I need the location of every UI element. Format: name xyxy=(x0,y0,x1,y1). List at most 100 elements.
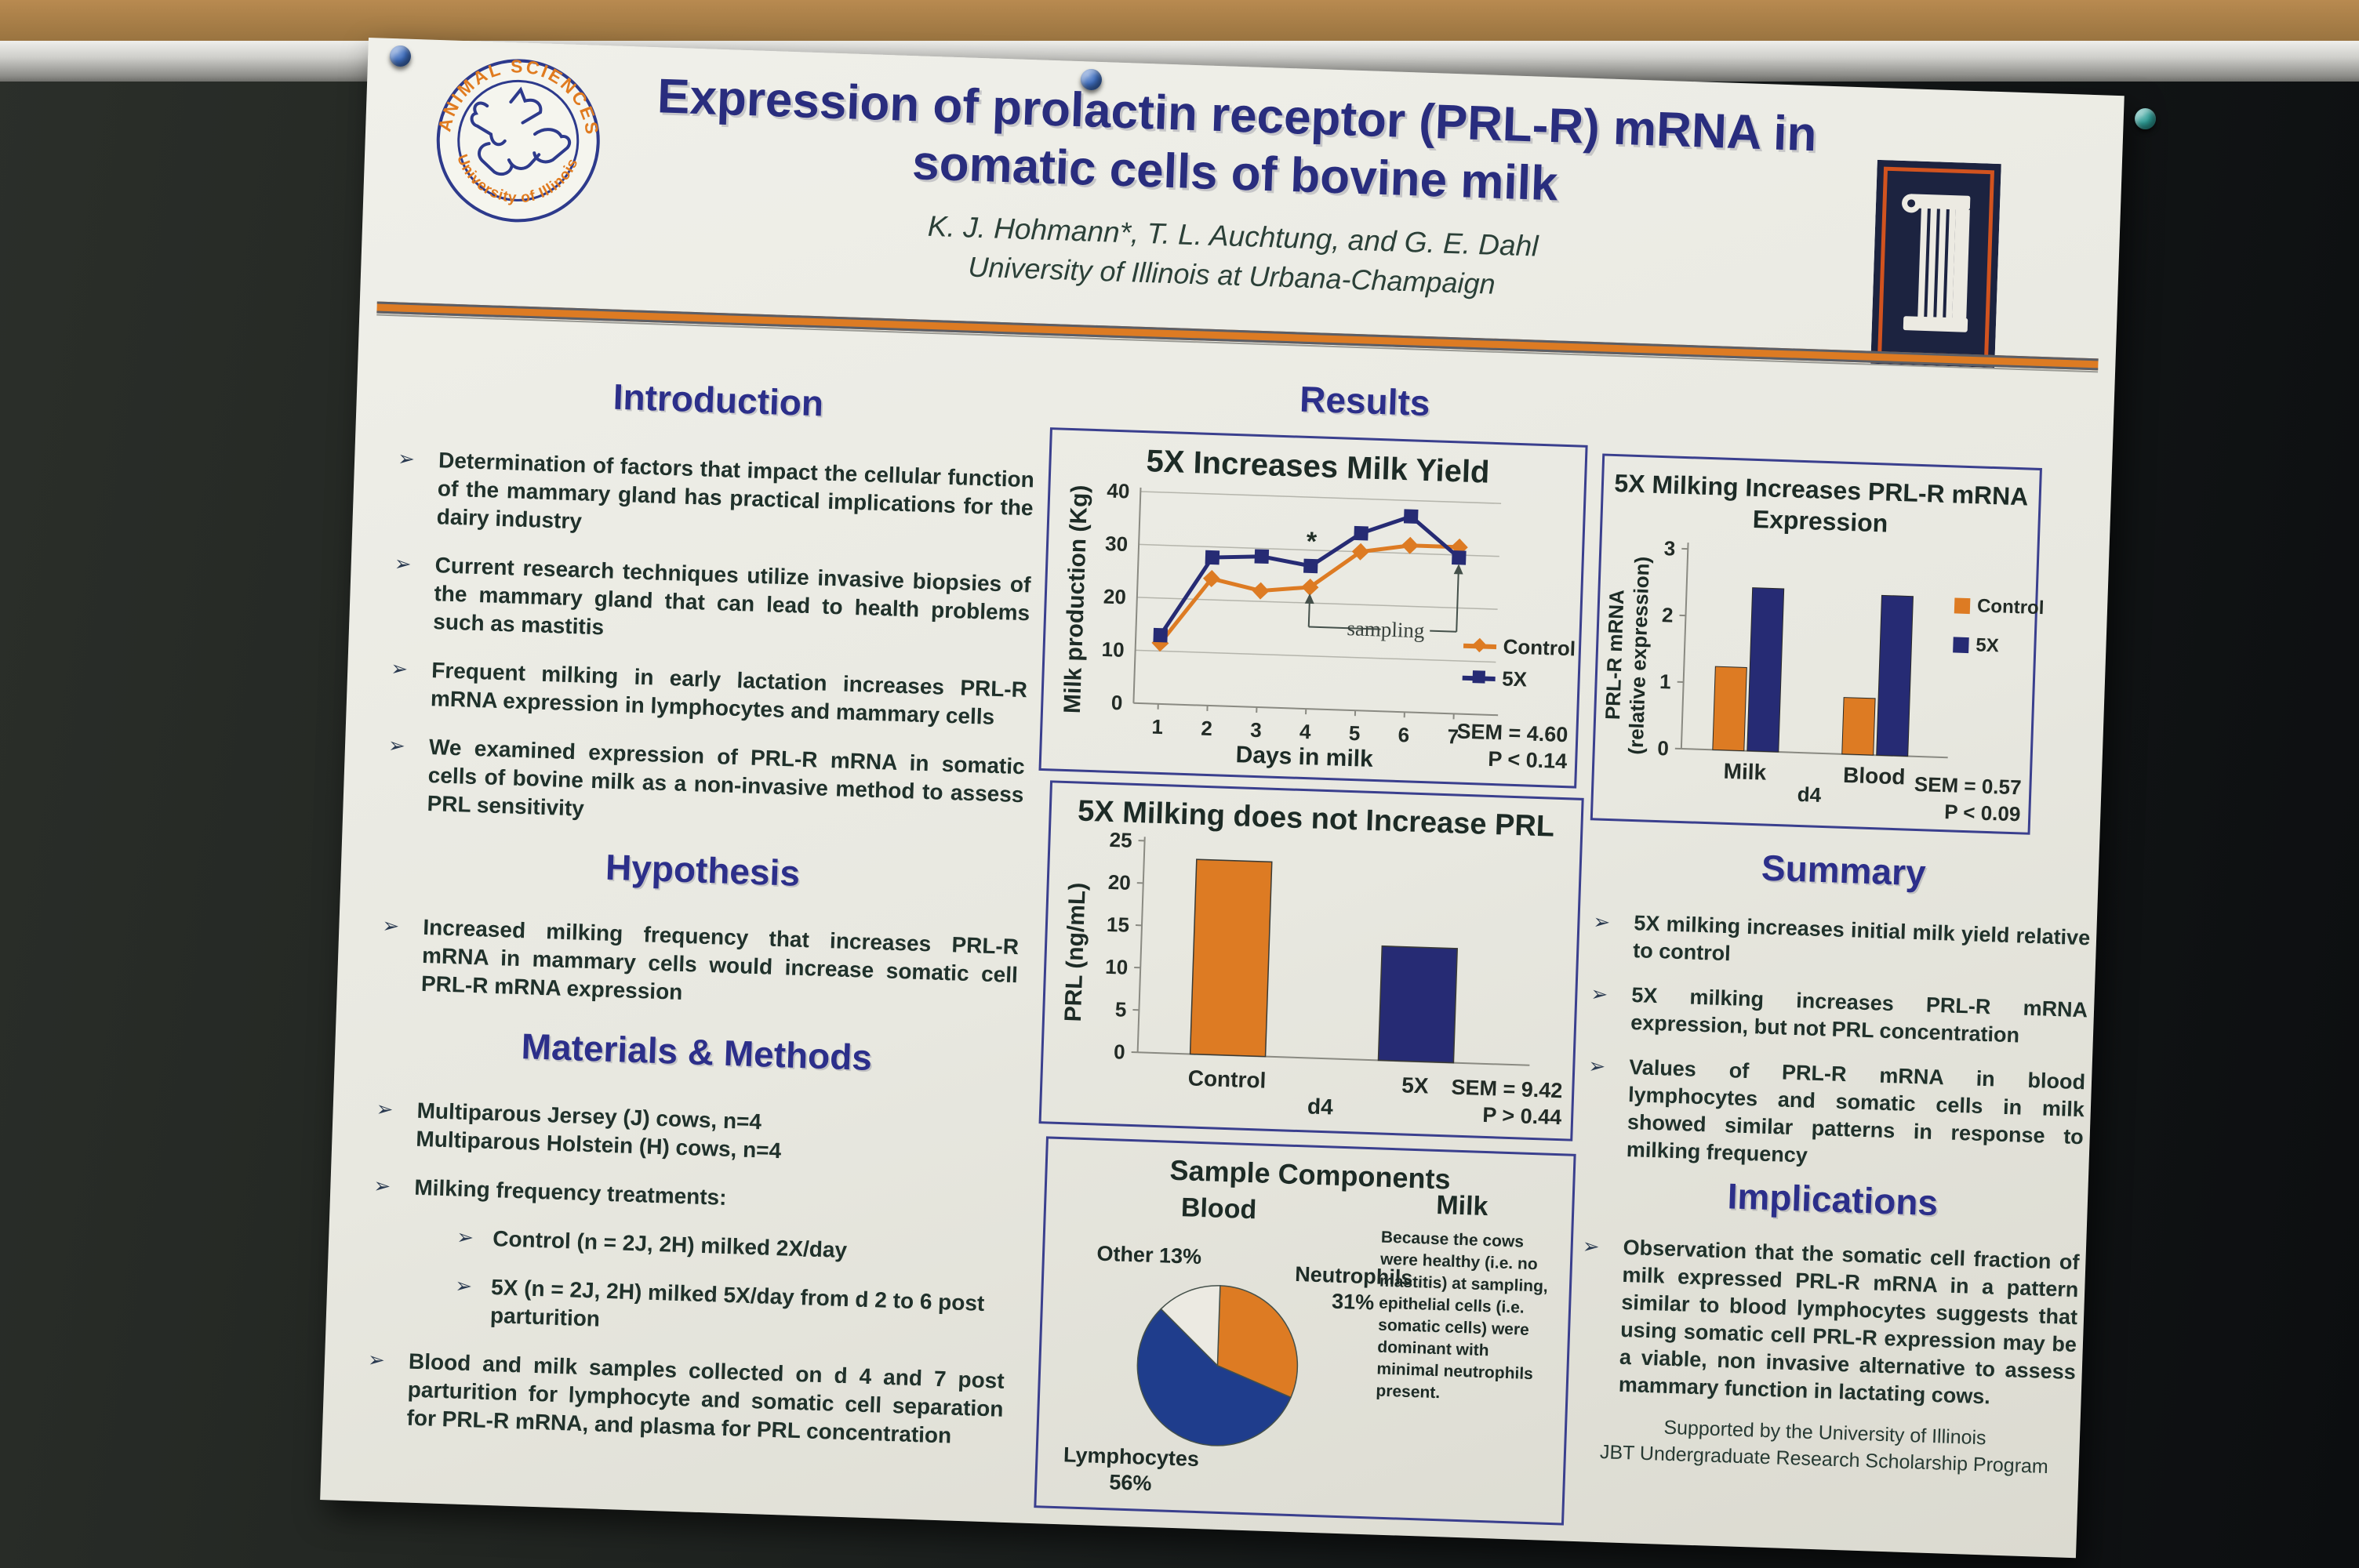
hypothesis-heading: Hypothesis xyxy=(605,846,801,894)
implications-bullet: ➢ Observation that the somatic cell frac… xyxy=(1577,1232,2080,1414)
bullet-arrow-icon: ➢ xyxy=(454,1273,473,1298)
svg-text:Milk: Milk xyxy=(1723,759,1767,785)
svg-text:20: 20 xyxy=(1103,584,1126,608)
bullet-arrow-icon: ➢ xyxy=(1582,1234,1601,1258)
svg-text:5: 5 xyxy=(1348,721,1360,745)
illinois-block-i-logo xyxy=(1870,159,2001,368)
animal-sciences-seal-logo: ANIMAL SCIENCES University of Illinois xyxy=(431,53,605,228)
fivex-swatch-icon xyxy=(1953,637,1969,654)
legend-control: Control xyxy=(1954,594,2045,619)
prlr-stats: SEM = 0.57 P < 0.09 xyxy=(1914,771,2022,826)
control-series-swatch-icon xyxy=(1463,643,1496,649)
svg-text:5: 5 xyxy=(1114,997,1126,1021)
bullet-arrow-icon: ➢ xyxy=(390,656,409,681)
animal-sciences-seal-icon: ANIMAL SCIENCES University of Illinois xyxy=(434,53,605,223)
left-column: Introduction ➢ Determination of factors … xyxy=(365,368,1037,1472)
svg-text:0: 0 xyxy=(1657,736,1669,760)
legend-control: Control xyxy=(1463,633,1576,662)
svg-text:25: 25 xyxy=(1109,828,1132,852)
summary-bullet-2: ➢ 5X milking increases PRL-R mRNA expres… xyxy=(1590,982,2088,1047)
svg-text:Blood: Blood xyxy=(1843,763,1906,789)
animal-lineart-icon xyxy=(470,86,572,176)
sample-components-box: Sample Components Blood Milk Other 13% N… xyxy=(1034,1136,1576,1526)
blood-components-pie xyxy=(1136,1285,1299,1446)
prlr-grouped-bar-plot: 0 1 2 3 Milk Blood xyxy=(1657,536,1948,789)
svg-text:1: 1 xyxy=(1659,670,1671,693)
research-poster: ANIMAL SCIENCES University of Illinois E… xyxy=(320,38,2125,1559)
cork-rail xyxy=(0,0,2359,41)
legend-5x: 5X xyxy=(1462,666,1575,694)
svg-text:10: 10 xyxy=(1101,637,1125,662)
prl-bar-plot: 0 5 10 15 20 25 Control 5X xyxy=(1105,828,1530,1098)
svg-text:2: 2 xyxy=(1662,603,1674,626)
methods-sub-bullet-2: ➢ 5X (n = 2J, 2H) milked 5X/day from d 2… xyxy=(454,1273,985,1331)
milk-yield-chart-box: 5X Increases Milk Yield Milk production … xyxy=(1038,427,1588,789)
methods-sub-bullet-1: ➢ Control (n = 2J, 2H) milked 2X/day xyxy=(456,1225,848,1263)
introduction-heading: Introduction xyxy=(612,376,824,424)
prlr-mrna-chart-box: 5X Milking Increases PRL-R mRNA Expressi… xyxy=(1590,453,2045,835)
svg-text:4: 4 xyxy=(1299,720,1312,743)
bullet-arrow-icon: ➢ xyxy=(387,733,406,758)
svg-text:1: 1 xyxy=(1151,715,1163,739)
pie-label-other: Other 13% xyxy=(1096,1241,1202,1269)
summary-heading: Summary xyxy=(1761,847,1927,894)
svg-text:6: 6 xyxy=(1398,723,1409,746)
milk-yield-stats: SEM = 4.60 P < 0.14 xyxy=(1456,719,1568,774)
summary-bullet-1: ➢ 5X milking increases initial milk yiel… xyxy=(1592,909,2091,966)
bullet-arrow-icon: ➢ xyxy=(394,551,413,576)
poster-title: Expression of prolactin receptor (PRL-R)… xyxy=(599,66,1873,224)
bullet-arrow-icon: ➢ xyxy=(456,1225,474,1250)
bullet-arrow-icon: ➢ xyxy=(397,446,416,471)
methods-bullet-3: ➢ Blood and milk samples collected on d … xyxy=(365,1346,1005,1452)
svg-text:15: 15 xyxy=(1107,913,1130,937)
svg-text:3: 3 xyxy=(1663,536,1675,560)
summary-bullet-3: ➢ Values of PRL-R mRNA in blood lymphocy… xyxy=(1585,1052,2086,1178)
svg-text:3: 3 xyxy=(1250,718,1262,742)
implications-section: ➢ Observation that the somatic cell frac… xyxy=(1577,1232,2080,1431)
bullet-arrow-icon: ➢ xyxy=(373,1174,391,1198)
hypothesis-bullet: ➢ Increased milking frequency that incre… xyxy=(380,912,1020,1018)
svg-text:0: 0 xyxy=(1110,691,1122,714)
bullet-arrow-icon: ➢ xyxy=(1590,982,1608,1007)
intro-bullet-3: ➢ Frequent milking in early lactation in… xyxy=(390,656,1028,729)
push-pin-icon xyxy=(390,45,411,67)
svg-text:sampling: sampling xyxy=(1347,616,1425,642)
svg-text:7: 7 xyxy=(1447,724,1459,748)
svg-text:Control: Control xyxy=(1187,1065,1267,1092)
bullet-arrow-icon: ➢ xyxy=(1587,1054,1606,1079)
prl-chart-box: 5X Milking does not Increase PRL PRL (ng… xyxy=(1038,780,1584,1142)
methods-bullet-2: ➢ Milking frequency treatments: xyxy=(373,1174,728,1210)
milk-yield-legend: Control 5X xyxy=(1461,633,1576,702)
push-pin-icon xyxy=(2135,108,2156,129)
pie-label-lymphocytes: Lymphocytes 56% xyxy=(1063,1443,1200,1496)
svg-text:40: 40 xyxy=(1107,479,1130,503)
push-pin-icon xyxy=(1081,69,1102,90)
summary-section: ➢ 5X milking increases initial milk yiel… xyxy=(1585,908,2091,1196)
prlr-legend: Control 5X xyxy=(1953,594,2045,666)
intro-bullet-2: ➢ Current research techniques utilize in… xyxy=(392,550,1031,655)
bullet-arrow-icon: ➢ xyxy=(367,1347,386,1372)
svg-text:2: 2 xyxy=(1201,717,1212,740)
header-divider-thin xyxy=(376,314,2099,373)
results-heading: Results xyxy=(1299,378,1431,424)
bullet-arrow-icon: ➢ xyxy=(381,913,400,938)
svg-text:10: 10 xyxy=(1105,955,1129,979)
svg-text:0: 0 xyxy=(1114,1040,1125,1063)
fivex-series-swatch-icon xyxy=(1462,675,1496,681)
prl-stats: SEM = 9.42 P > 0.44 xyxy=(1451,1075,1563,1130)
bullet-arrow-icon: ➢ xyxy=(1592,909,1611,935)
bullet-arrow-icon: ➢ xyxy=(376,1097,394,1121)
methods-heading: Materials & Methods xyxy=(520,1025,873,1078)
methods-bullet-1: ➢ Multiparous Jersey (J) cows, n=4 Multi… xyxy=(375,1095,1013,1173)
control-swatch-icon xyxy=(1954,597,1971,615)
svg-text:5X: 5X xyxy=(1401,1073,1430,1098)
column-i-icon xyxy=(1870,159,2001,368)
legend-5x: 5X xyxy=(1953,633,2043,659)
methods-sub-bullets: ➢ Control (n = 2J, 2H) milked 2X/day ➢ 5… xyxy=(453,1224,1009,1347)
svg-text:30: 30 xyxy=(1105,532,1129,556)
milk-description-text: Because the cows were healthy (i.e. no m… xyxy=(1376,1228,1549,1403)
svg-text:*: * xyxy=(1306,527,1318,557)
intro-bullet-4: ➢ We examined expression of PRL-R mRNA i… xyxy=(386,731,1026,837)
milk-yield-line-plot: 0 10 20 30 40 1 2 3 4 5 6 7 sampling * xyxy=(1101,479,1502,749)
